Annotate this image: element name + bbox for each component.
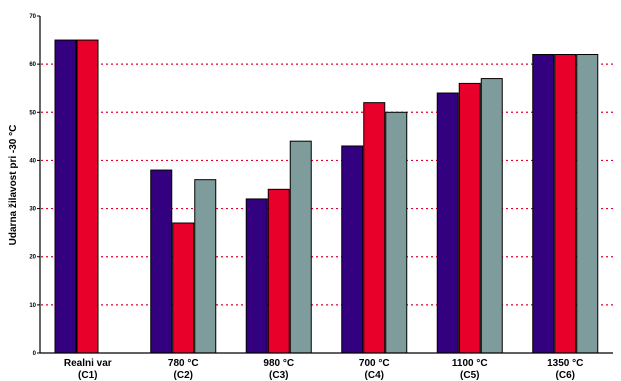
category-label: 980 °C xyxy=(263,358,294,369)
bar xyxy=(576,54,599,354)
category-sublabel: (C1) xyxy=(78,370,97,381)
category-label: 1100 °C xyxy=(452,358,488,369)
bar xyxy=(554,54,577,354)
bar xyxy=(150,169,173,354)
y-tick-labels: 0 10 20 30 40 50 60 70 xyxy=(29,14,36,357)
bars xyxy=(54,39,599,354)
bar xyxy=(245,198,268,354)
bar xyxy=(194,179,217,354)
category-label: Realni var xyxy=(64,358,112,369)
bar xyxy=(363,102,386,354)
bar xyxy=(172,222,195,354)
bar xyxy=(458,82,481,354)
category-label: 700 °C xyxy=(359,358,390,369)
y-tick-label: 60 xyxy=(29,62,36,68)
category-labels: Realni var(C1) 780 °C(C2) 980 °C(C3) 700 °C… xyxy=(64,358,584,381)
category-sublabel: (C3) xyxy=(269,370,288,381)
bar xyxy=(76,39,99,354)
y-tick-label: 70 xyxy=(29,14,36,20)
y-axis-label: Udarna žilavost pri -30 °C xyxy=(8,125,19,246)
category-sublabel: (C2) xyxy=(174,370,193,381)
y-tick-label: 20 xyxy=(29,255,36,261)
category-sublabel: (C6) xyxy=(556,370,575,381)
bar xyxy=(480,78,503,354)
y-tick-label: 50 xyxy=(29,110,36,116)
bar xyxy=(532,54,555,354)
axes xyxy=(37,15,613,354)
bar xyxy=(341,145,364,354)
category-label: 780 °C xyxy=(168,358,199,369)
category-label: 1350 °C xyxy=(547,358,583,369)
y-tick-label: 10 xyxy=(29,303,36,309)
y-tick-label: 30 xyxy=(29,207,36,213)
bar xyxy=(385,111,408,354)
bar xyxy=(54,39,77,354)
bar xyxy=(267,188,290,354)
category-sublabel: (C5) xyxy=(460,370,479,381)
y-tick-label: 40 xyxy=(29,158,36,164)
bar xyxy=(289,140,312,354)
bar xyxy=(436,92,459,354)
grid-lines xyxy=(41,63,613,306)
category-sublabel: (C4) xyxy=(365,370,384,381)
y-tick-label: 0 xyxy=(33,351,37,357)
